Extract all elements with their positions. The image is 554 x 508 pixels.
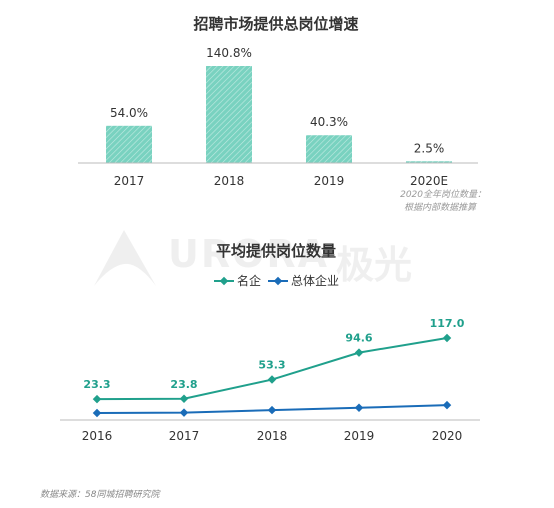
legend-dot-0	[219, 276, 229, 286]
legend-label-0: 名企	[237, 273, 261, 288]
point-value-label: 23.3	[83, 378, 110, 391]
bar-x-tick: 2019	[314, 174, 345, 188]
bar-value-label: 40.3%	[310, 115, 348, 129]
bar-chart: 54.0% 2017 140.8% 2018 40.3% 2019 2.5% 2020E	[106, 46, 452, 188]
bar-value-label: 2.5%	[414, 141, 445, 155]
series-point-0	[442, 333, 452, 343]
bar-2018	[206, 66, 252, 163]
series-point-1	[354, 403, 364, 413]
chart-canvas: 招聘市场提供总岗位增速 54.0% 2017 140.8% 2018 40.3% 2019…	[60, 15, 486, 443]
source-note: 数据来源：58同城招聘研究院	[40, 490, 160, 500]
bar-2019	[306, 135, 352, 163]
series-point-0	[354, 348, 364, 357]
series-point-1	[179, 408, 189, 417]
bar-x-tick: 2018	[214, 174, 245, 188]
series-point-1	[92, 408, 102, 418]
line-x-tick: 2019	[344, 429, 375, 443]
line-x-tick: 2020	[432, 429, 463, 443]
bar-value-label: 54.0%	[110, 106, 148, 120]
line-chart: 2016 2017 2018 2019 2020 23.3 23.8 53.3 94.6 117.…	[82, 317, 465, 443]
bar-chart-title: 招聘市场提供总岗位增速	[193, 15, 358, 33]
line-x-tick: 2016	[82, 429, 113, 443]
bar-chart-note-line2: 根据内部数据推算	[404, 202, 478, 213]
series-point-1	[442, 400, 452, 410]
bar-chart-note-line1: 2020全年岗位数量：	[400, 189, 486, 200]
series-point-1	[267, 405, 277, 415]
point-value-label: 23.8	[170, 378, 197, 391]
line-chart-title: 平均提供岗位数量	[216, 242, 336, 260]
legend-dot-1	[273, 276, 283, 286]
bar-2017	[106, 125, 152, 163]
bar-2020E	[406, 161, 452, 163]
series-point-0	[267, 375, 277, 384]
legend: 名企 总体企业	[214, 273, 339, 288]
series-point-0	[179, 394, 189, 404]
point-value-label: 94.6	[345, 332, 372, 345]
series-point-0	[92, 394, 102, 404]
point-value-label: 53.3	[258, 359, 285, 372]
line-x-tick: 2018	[257, 429, 288, 443]
line-x-tick: 2017	[169, 429, 200, 443]
bar-x-tick: 2020E	[410, 174, 448, 188]
point-value-label: 117.0	[430, 317, 465, 330]
bar-x-tick: 2017	[114, 174, 145, 188]
legend-label-1: 总体企业	[291, 273, 339, 288]
bar-value-label: 140.8%	[206, 46, 252, 60]
